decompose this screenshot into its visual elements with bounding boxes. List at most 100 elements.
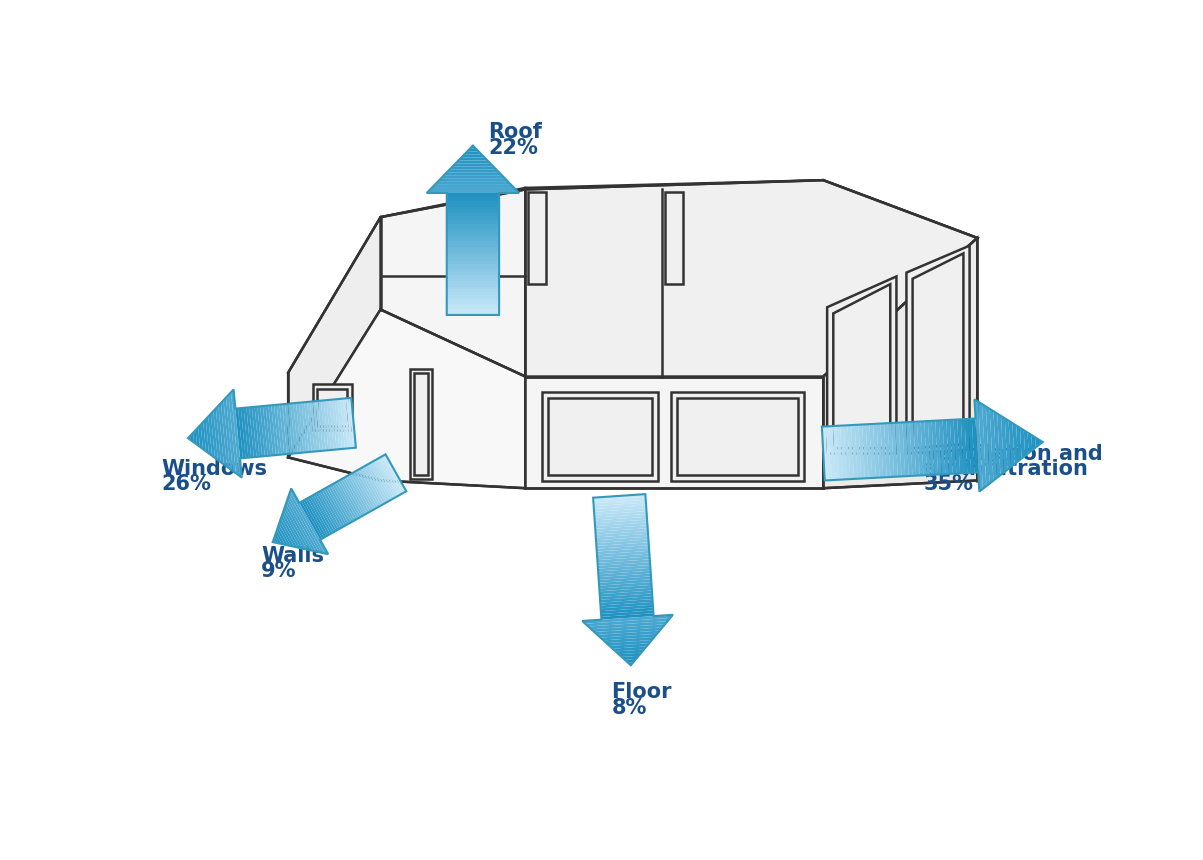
Polygon shape <box>1027 433 1032 453</box>
Polygon shape <box>599 587 652 594</box>
Polygon shape <box>236 408 243 458</box>
Polygon shape <box>271 405 279 455</box>
Polygon shape <box>315 493 338 531</box>
Polygon shape <box>320 490 343 528</box>
Polygon shape <box>334 399 342 449</box>
Polygon shape <box>543 392 658 481</box>
Polygon shape <box>446 290 499 292</box>
Polygon shape <box>598 630 659 637</box>
Polygon shape <box>464 151 481 155</box>
Polygon shape <box>343 398 350 448</box>
Polygon shape <box>593 497 646 503</box>
Polygon shape <box>372 461 395 500</box>
Polygon shape <box>285 403 292 454</box>
Polygon shape <box>446 249 499 253</box>
Polygon shape <box>313 384 352 431</box>
Polygon shape <box>213 408 221 463</box>
Polygon shape <box>318 491 340 530</box>
Polygon shape <box>877 424 883 477</box>
Polygon shape <box>345 398 354 448</box>
Polygon shape <box>606 640 652 646</box>
Polygon shape <box>593 494 646 501</box>
Polygon shape <box>968 419 974 473</box>
Polygon shape <box>913 421 920 476</box>
Polygon shape <box>229 392 239 476</box>
Polygon shape <box>594 508 646 514</box>
Text: Ventilation and: Ventilation and <box>924 444 1103 464</box>
Polygon shape <box>446 281 499 284</box>
Polygon shape <box>595 534 648 540</box>
Polygon shape <box>296 402 303 453</box>
Polygon shape <box>249 407 256 458</box>
Polygon shape <box>997 414 1005 475</box>
Polygon shape <box>446 284 499 286</box>
Polygon shape <box>829 426 836 480</box>
Polygon shape <box>585 618 670 626</box>
Polygon shape <box>873 424 879 478</box>
Polygon shape <box>446 244 499 247</box>
Polygon shape <box>380 189 526 377</box>
Polygon shape <box>363 466 386 504</box>
Polygon shape <box>379 457 402 494</box>
Polygon shape <box>201 422 206 452</box>
Polygon shape <box>467 149 479 151</box>
Polygon shape <box>920 421 928 476</box>
Polygon shape <box>446 233 499 236</box>
Polygon shape <box>332 399 339 450</box>
Polygon shape <box>324 400 331 451</box>
Text: 22%: 22% <box>488 138 538 158</box>
Polygon shape <box>600 602 653 608</box>
Polygon shape <box>208 414 215 458</box>
Polygon shape <box>446 267 499 269</box>
Polygon shape <box>594 502 646 509</box>
Polygon shape <box>247 408 254 458</box>
Polygon shape <box>344 476 367 514</box>
Polygon shape <box>260 406 267 456</box>
Polygon shape <box>446 210 499 212</box>
Polygon shape <box>888 423 894 477</box>
Polygon shape <box>600 607 653 614</box>
Text: 35%: 35% <box>924 475 973 494</box>
Polygon shape <box>593 500 646 507</box>
Polygon shape <box>954 420 960 474</box>
Polygon shape <box>446 241 499 244</box>
Polygon shape <box>600 596 652 603</box>
Polygon shape <box>288 494 322 553</box>
Polygon shape <box>446 301 499 304</box>
Polygon shape <box>965 419 971 473</box>
Polygon shape <box>446 286 499 290</box>
Polygon shape <box>456 160 491 163</box>
Polygon shape <box>303 500 326 538</box>
Polygon shape <box>598 559 650 566</box>
Polygon shape <box>978 402 986 488</box>
Polygon shape <box>312 494 334 533</box>
Polygon shape <box>599 591 652 597</box>
Polygon shape <box>315 401 322 451</box>
Polygon shape <box>188 435 191 440</box>
Polygon shape <box>349 398 356 448</box>
Polygon shape <box>358 468 381 507</box>
Text: 8%: 8% <box>611 697 647 717</box>
Polygon shape <box>304 402 312 452</box>
Polygon shape <box>825 427 832 480</box>
Polygon shape <box>203 419 209 453</box>
Polygon shape <box>215 406 224 464</box>
Polygon shape <box>446 207 499 210</box>
Polygon shape <box>326 400 333 450</box>
Polygon shape <box>446 218 499 221</box>
Polygon shape <box>446 201 499 205</box>
Polygon shape <box>373 460 396 498</box>
Polygon shape <box>928 421 935 475</box>
Polygon shape <box>891 423 897 476</box>
Text: 26%: 26% <box>161 475 211 494</box>
Polygon shape <box>446 253 499 255</box>
Polygon shape <box>456 220 476 276</box>
Polygon shape <box>470 145 476 149</box>
Polygon shape <box>298 402 307 452</box>
Polygon shape <box>671 392 804 481</box>
Polygon shape <box>446 230 499 233</box>
Polygon shape <box>350 473 373 511</box>
Polygon shape <box>446 273 499 275</box>
Polygon shape <box>219 403 227 467</box>
Polygon shape <box>332 483 355 521</box>
